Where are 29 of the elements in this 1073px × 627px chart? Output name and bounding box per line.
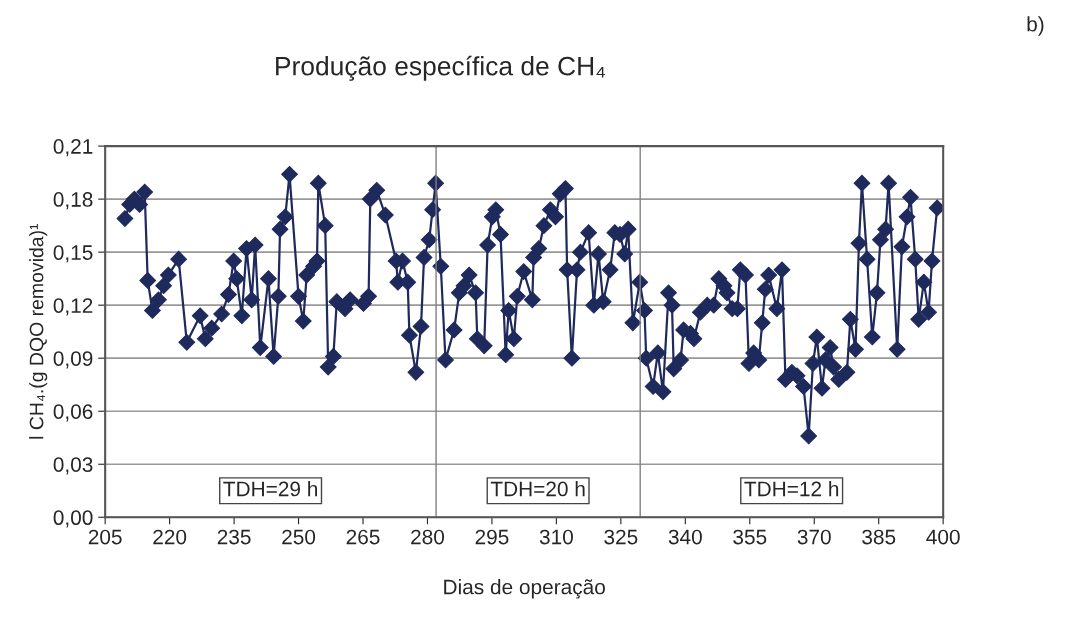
x-tick-label: 340 [668,529,702,545]
annotation: TDH=12 h [744,481,839,497]
y-axis-title: l CH₄.(g DQO removida)¹ [29,223,48,439]
annotation: TDH=20 h [490,481,585,497]
annotation: TDH=29 h [223,481,318,497]
y-tick-label: 0,18 [53,192,93,210]
x-tick-label: 295 [475,529,509,545]
x-tick-label: 235 [217,529,251,545]
y-tick-label: 0,21 [53,139,93,157]
x-tick-label: 265 [346,529,380,545]
x-tick-label: 310 [539,529,573,545]
x-axis-title: Dias de operação [444,579,605,599]
y-tick-label: 0,12 [53,298,93,316]
x-tick-label: 385 [862,529,896,545]
x-tick-label: 220 [153,529,187,545]
x-tick-label: 325 [604,529,638,545]
y-tick-label: 0,06 [53,404,93,422]
y-tick-label: 0,03 [53,457,93,475]
chart-title: Produção específica de CH₄ [276,55,605,81]
x-tick-label: 400 [926,529,960,545]
y-tick-label: 0,15 [53,245,93,263]
x-tick-label: 205 [88,529,122,545]
x-tick-label: 280 [411,529,445,545]
x-tick-label: 355 [733,529,767,545]
x-tick-label: 370 [797,529,831,545]
y-tick-label: 0,09 [53,351,93,369]
text: b) [1027,16,1044,36]
x-tick-label: 250 [282,529,316,545]
y-tick-label: 0,00 [53,510,93,528]
